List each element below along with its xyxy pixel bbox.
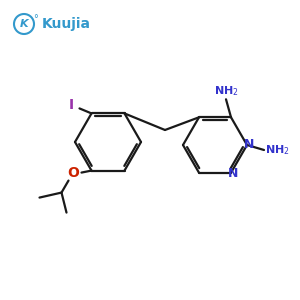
- Text: N: N: [228, 167, 238, 180]
- Text: NH$_2$: NH$_2$: [214, 84, 238, 98]
- Text: I: I: [69, 98, 74, 112]
- Text: K: K: [20, 19, 28, 29]
- Text: °: °: [34, 14, 38, 24]
- Text: NH$_2$: NH$_2$: [265, 143, 289, 157]
- Text: O: O: [68, 166, 80, 180]
- Text: Kuujia: Kuujia: [42, 17, 91, 31]
- Text: N: N: [244, 137, 254, 151]
